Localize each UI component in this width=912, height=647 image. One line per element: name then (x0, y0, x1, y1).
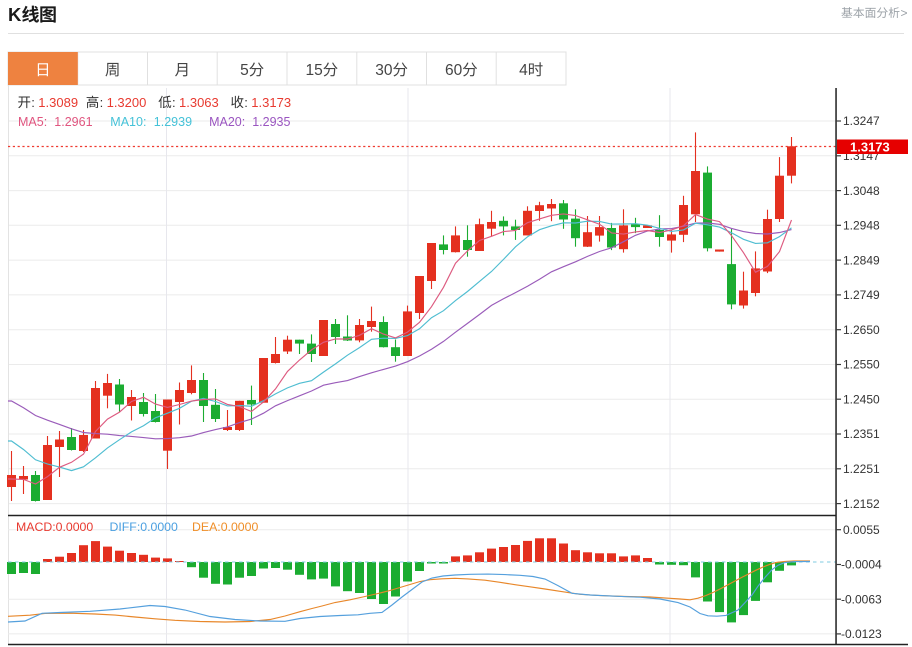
svg-text:1.2849: 1.2849 (843, 253, 880, 267)
svg-text:1.2948: 1.2948 (843, 219, 880, 233)
svg-text:1.2650: 1.2650 (843, 323, 880, 337)
svg-text::: : (244, 95, 248, 110)
svg-text:MA10:: MA10: (110, 115, 146, 129)
svg-text:DIFF:0.0000: DIFF:0.0000 (110, 520, 179, 534)
svg-text:DEA:0.0000: DEA:0.0000 (192, 520, 258, 534)
svg-text:0.0055: 0.0055 (843, 523, 880, 537)
svg-text::: : (100, 95, 104, 110)
svg-text:1.2450: 1.2450 (843, 392, 880, 406)
svg-text:1.2749: 1.2749 (843, 288, 880, 302)
svg-text:MA5:: MA5: (18, 115, 47, 129)
svg-text::: : (31, 95, 35, 110)
svg-text:K: K (8, 4, 22, 25)
svg-text:1.3048: 1.3048 (843, 184, 880, 198)
svg-text:1.3173: 1.3173 (251, 95, 291, 110)
svg-text:1.2550: 1.2550 (843, 358, 880, 372)
svg-text:1.2152: 1.2152 (843, 497, 880, 511)
svg-text:1.3063: 1.3063 (179, 95, 219, 110)
svg-text:1.2939: 1.2939 (154, 115, 192, 129)
svg-text:15: 15 (306, 62, 323, 79)
svg-text:1.2251: 1.2251 (843, 462, 880, 476)
svg-text:1.3173: 1.3173 (850, 139, 890, 154)
svg-text:>: > (901, 6, 908, 20)
svg-text:MA20:: MA20: (209, 115, 245, 129)
svg-text:-0.0123: -0.0123 (841, 627, 882, 641)
svg-text:1.2935: 1.2935 (252, 115, 290, 129)
svg-text:MACD:0.0000: MACD:0.0000 (16, 520, 93, 534)
svg-text::: : (172, 95, 176, 110)
svg-text:5: 5 (240, 62, 249, 79)
svg-text:1.3089: 1.3089 (38, 95, 78, 110)
svg-text:1.3247: 1.3247 (843, 114, 880, 128)
svg-text:1.3200: 1.3200 (107, 95, 147, 110)
svg-text:1.2961: 1.2961 (54, 115, 92, 129)
svg-text:-0.0004: -0.0004 (841, 558, 882, 572)
svg-text:4: 4 (519, 62, 528, 79)
svg-text:30: 30 (375, 62, 393, 79)
svg-text:60: 60 (445, 62, 463, 79)
svg-text:1.2351: 1.2351 (843, 427, 880, 441)
svg-text:-0.0063: -0.0063 (841, 592, 882, 606)
